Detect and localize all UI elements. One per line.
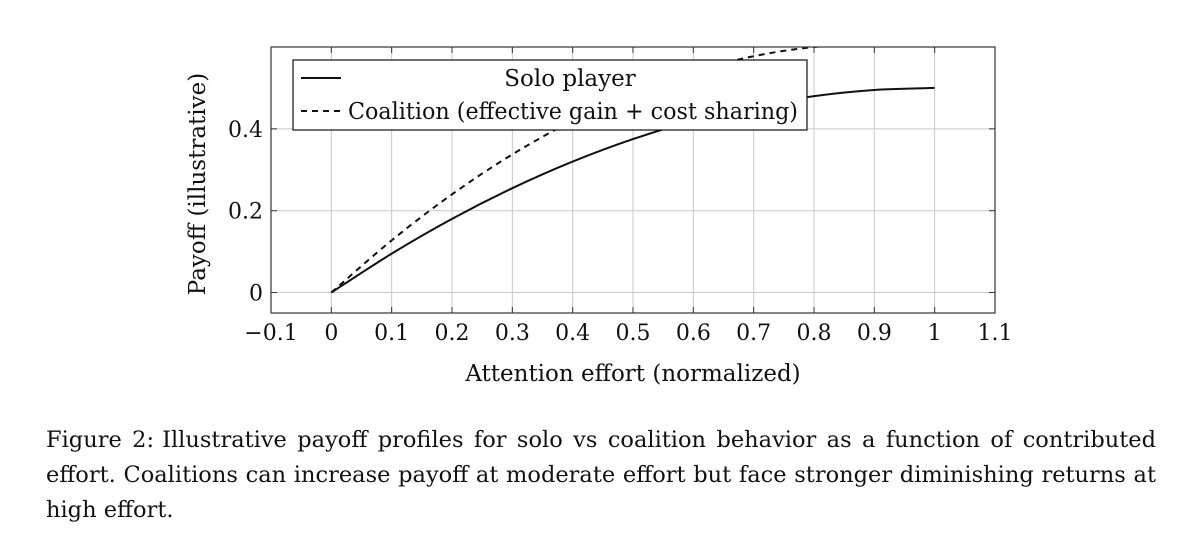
x-tick-label-11: 1: [928, 321, 942, 346]
x-tick-label-1: 0: [324, 321, 338, 346]
x-tick-label-9: 0.8: [797, 321, 832, 346]
x-tick-label-10: 0.9: [857, 321, 892, 346]
x-tick-label-7: 0.6: [676, 321, 711, 346]
legend: Solo player Coalition (effective gain + …: [292, 59, 808, 131]
y-axis-label: Payoff (illustrative): [185, 73, 211, 295]
figure-caption: Figure 2: Illustrative payoff profiles fo…: [46, 423, 1156, 528]
x-axis-label: Attention effort (normalized): [464, 361, 800, 387]
x-tick-label-6: 0.5: [616, 321, 651, 346]
y-tick-label-2: 0.4: [228, 118, 263, 143]
x-tick-label-5: 0.4: [555, 321, 590, 346]
x-tick-label-4: 0.3: [495, 321, 530, 346]
x-tick-label-12: 1.1: [978, 321, 1013, 346]
legend-entry-coalition: Coalition (effective gain + cost sharing…: [348, 99, 798, 125]
x-axis-ticks: −0.1 0 0.1 0.2 0.3 0.4 0.5 0.6 0.7 0.8 0.9 1 1.1: [244, 47, 1013, 346]
legend-box: [292, 59, 808, 131]
x-tick-label-0: −0.1: [244, 321, 297, 346]
x-tick-label-3: 0.2: [435, 321, 470, 346]
legend-entry-solo: Solo player: [504, 66, 636, 92]
x-tick-label-8: 0.7: [736, 321, 771, 346]
y-tick-label-1: 0.2: [228, 200, 263, 225]
caption-text: Illustrative payoff profiles for solo vs…: [46, 427, 1156, 523]
series-line-solo: [330, 86, 935, 294]
y-axis-ticks: 0 0.2 0.4: [228, 118, 995, 307]
x-tick-label-2: 0.1: [374, 321, 409, 346]
figure-label: Figure 2:: [46, 427, 155, 453]
payoff-chart: −0.1 0 0.1 0.2 0.3 0.4 0.5 0.6 0.7 0.8 0.9 1 1.1 0 0.…: [185, 46, 1013, 387]
y-tick-label-0: 0: [249, 282, 263, 307]
